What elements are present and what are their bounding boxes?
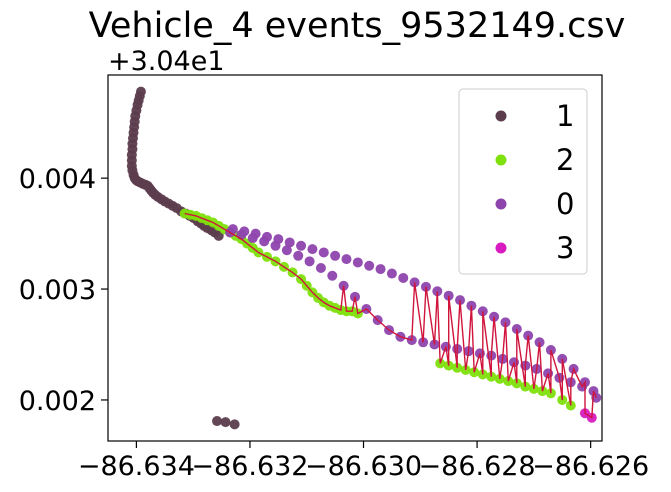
series-0-point <box>296 240 307 251</box>
legend-label-1: 1 <box>556 99 574 133</box>
series-0-point <box>386 268 397 279</box>
legend-marker-1 <box>495 110 507 122</box>
series-0-point <box>352 257 363 268</box>
series-0-point <box>398 272 409 283</box>
series-1 <box>126 86 240 430</box>
series-0-point <box>364 260 375 271</box>
track-line <box>184 212 597 419</box>
legend-marker-3 <box>495 242 507 254</box>
plot-frame <box>107 74 603 442</box>
legend-label-0: 0 <box>556 187 574 221</box>
x-tick-label: −86.630 <box>305 451 422 482</box>
series-1-point <box>213 230 224 241</box>
y-tick-label: 0.002 <box>19 386 96 417</box>
legend-marker-2 <box>495 154 507 166</box>
y-tick-label: 0.003 <box>19 275 96 306</box>
legend-marker-0 <box>495 198 507 210</box>
series-0-point <box>307 244 318 255</box>
series-0-point <box>304 256 315 267</box>
y-offset-label: +3.04e1 <box>108 46 225 77</box>
legend-label-3: 3 <box>556 231 574 265</box>
series-0-point <box>281 245 292 256</box>
series-0-point <box>270 240 281 251</box>
series-0-point <box>318 247 329 258</box>
series-0-point <box>330 250 341 261</box>
series-0-point <box>327 270 338 281</box>
x-tick-label: −86.632 <box>191 451 308 482</box>
series-0-point <box>315 262 326 273</box>
x-tick-label: −86.628 <box>419 451 536 482</box>
series-1-point <box>229 419 240 430</box>
axes: −86.634−86.632−86.630−86.628−86.626 0.002… <box>19 164 649 482</box>
legend: 1 2 0 3 <box>458 88 588 275</box>
series-0-point <box>247 233 258 244</box>
series-0-point <box>284 237 295 248</box>
series-1-point <box>212 416 223 427</box>
series-1-point <box>220 417 231 428</box>
series-0-point <box>236 229 247 240</box>
legend-box <box>458 88 588 275</box>
y-tick-label: 0.004 <box>19 164 96 195</box>
legend-label-2: 2 <box>556 143 574 177</box>
chart-title: Vehicle_4 events_9532149.csv <box>89 6 626 46</box>
series-0-point <box>375 264 386 275</box>
x-tick-label: −86.634 <box>78 451 195 482</box>
series-0-point <box>259 236 270 247</box>
series-0-point <box>341 254 352 265</box>
x-tick-label: −86.626 <box>532 451 649 482</box>
series-0-point <box>293 250 304 261</box>
plot-marks <box>126 86 602 430</box>
